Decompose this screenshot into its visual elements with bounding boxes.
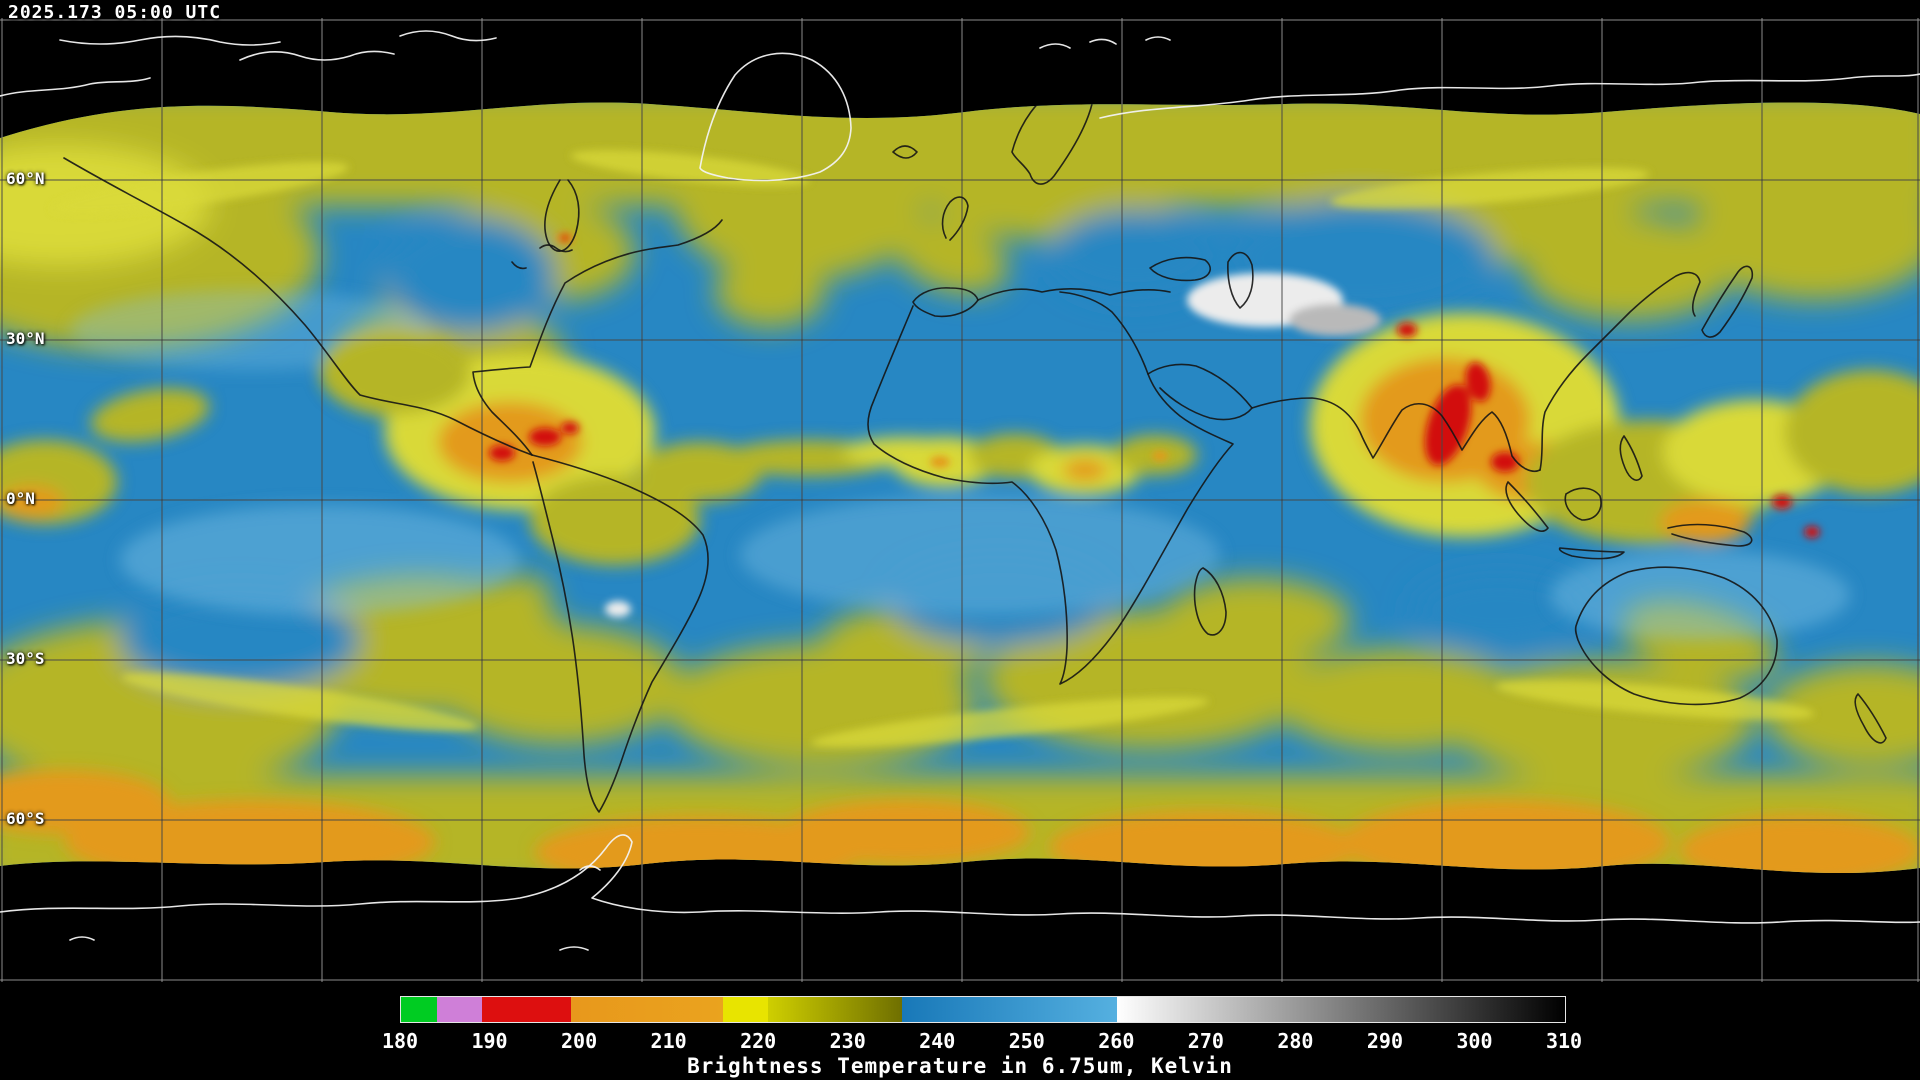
latitude-label: 60°N <box>6 169 45 188</box>
colorbar-tick-label: 310 <box>1545 1029 1583 1053</box>
colorbar-segment <box>902 997 1118 1022</box>
colorbar-tick-label: 210 <box>650 1029 687 1053</box>
colorbar-tick-label: 180 <box>381 1029 419 1053</box>
colorbar-segment <box>401 997 437 1022</box>
map-gridlines-dark <box>0 102 1920 874</box>
colorbar-tick-label: 300 <box>1456 1029 1493 1053</box>
colorbar-segment <box>436 997 482 1022</box>
latitude-label: 30°S <box>6 649 45 668</box>
colorbar-segment <box>1117 997 1565 1022</box>
latitude-label: 30°N <box>6 329 45 348</box>
colorbar-segment <box>481 997 572 1022</box>
colorbar-tick-label: 220 <box>740 1029 777 1053</box>
colorbar-tick-label: 290 <box>1366 1029 1403 1053</box>
coastlines-dark <box>63 102 1887 813</box>
colorbar-segment <box>768 997 903 1022</box>
colorbar-ticks: 180 190 200 210 220 230 240 250 260 270 280 290 300 3… <box>382 1029 1582 1053</box>
colorbar-tick-label: 200 <box>561 1029 598 1053</box>
colorbar-tick-label: 230 <box>829 1029 866 1053</box>
latitude-label: 0°N <box>6 489 35 508</box>
colorbar <box>400 996 1566 1023</box>
colorbar-tick-label: 280 <box>1277 1029 1314 1053</box>
colorbar-caption: Brightness Temperature in 6.75um, Kelvin <box>687 1054 1233 1078</box>
colorbar-tick-label: 240 <box>919 1029 956 1053</box>
colorbar-tick-label: 250 <box>1008 1029 1045 1053</box>
colorbar-tick-label: 260 <box>1098 1029 1135 1053</box>
satellite-imagery <box>0 102 1920 874</box>
colorbar-container: 180 190 200 210 220 230 240 250 260 270 280 290 300 3… <box>382 996 1582 1053</box>
latitude-label: 60°S <box>6 809 45 828</box>
world-map <box>0 18 1920 982</box>
colorbar-tick-label: 190 <box>471 1029 508 1053</box>
coastlines-white <box>0 30 1920 951</box>
colorbar-segment <box>571 997 724 1022</box>
colorbar-tick-label: 270 <box>1187 1029 1224 1053</box>
colorbar-segment <box>723 997 769 1022</box>
timestamp: 2025.173 05:00 UTC <box>8 2 222 23</box>
